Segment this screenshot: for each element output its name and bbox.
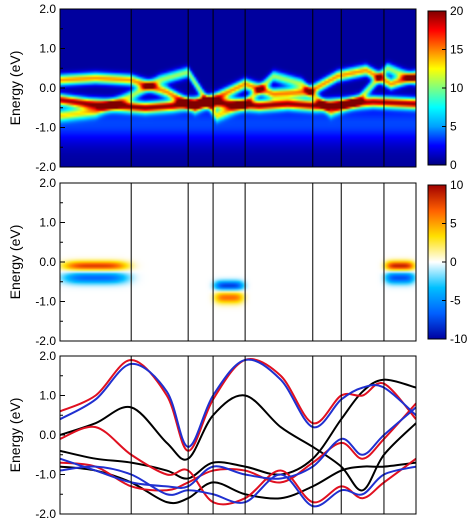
y-tick-label: -2.0 xyxy=(35,334,56,348)
heatmap-image xyxy=(60,9,416,167)
y-tick-label: 0.0 xyxy=(39,255,56,269)
y-tick-label: 2.0 xyxy=(39,176,56,190)
band-line-blue-6 xyxy=(60,358,416,448)
y-tick-label: 0.0 xyxy=(39,428,56,442)
y-axis-label: Energy (eV) xyxy=(7,225,23,300)
y-tick-label: 1.0 xyxy=(39,216,56,230)
y-tick-label: 2.0 xyxy=(39,349,56,363)
y-tick-label: 0.0 xyxy=(39,81,56,95)
y-axis-label: Energy (eV) xyxy=(7,398,23,473)
band-line-red-3 xyxy=(60,358,416,452)
y-tick-label: -1.0 xyxy=(35,121,56,135)
plot-frame xyxy=(59,8,417,168)
band-lines xyxy=(60,358,416,508)
colorbar-tick-label: 15 xyxy=(450,43,464,57)
y-tick-label: -1.0 xyxy=(35,295,56,309)
y-tick-label: 1.0 xyxy=(39,389,56,403)
colorbar-tick-label: 10 xyxy=(450,81,464,95)
plot-frame xyxy=(59,355,417,515)
plot-frame xyxy=(59,182,417,342)
colorbar-tick-label: 0 xyxy=(450,158,457,172)
y-tick-label: 2.0 xyxy=(39,2,56,16)
colorbar-tick-label: 10 xyxy=(450,178,464,192)
colorbar-tick-label: 5 xyxy=(450,120,457,134)
colorbar-tick-label: 0 xyxy=(450,255,457,269)
y-tick-label: 1.0 xyxy=(39,42,56,56)
colorbar-tick-label: 5 xyxy=(450,217,457,231)
colorbar-tick-label: 20 xyxy=(450,4,464,18)
y-tick-label: -2.0 xyxy=(35,507,56,521)
y-tick-label: -1.0 xyxy=(35,468,56,482)
y-tick-label: -2.0 xyxy=(35,160,56,174)
colorbar-tick-label: -5 xyxy=(450,294,461,308)
y-axis-label: Energy (eV) xyxy=(7,51,23,126)
colorbar-tick-label: -10 xyxy=(450,332,468,346)
heatmap-image xyxy=(60,183,416,341)
